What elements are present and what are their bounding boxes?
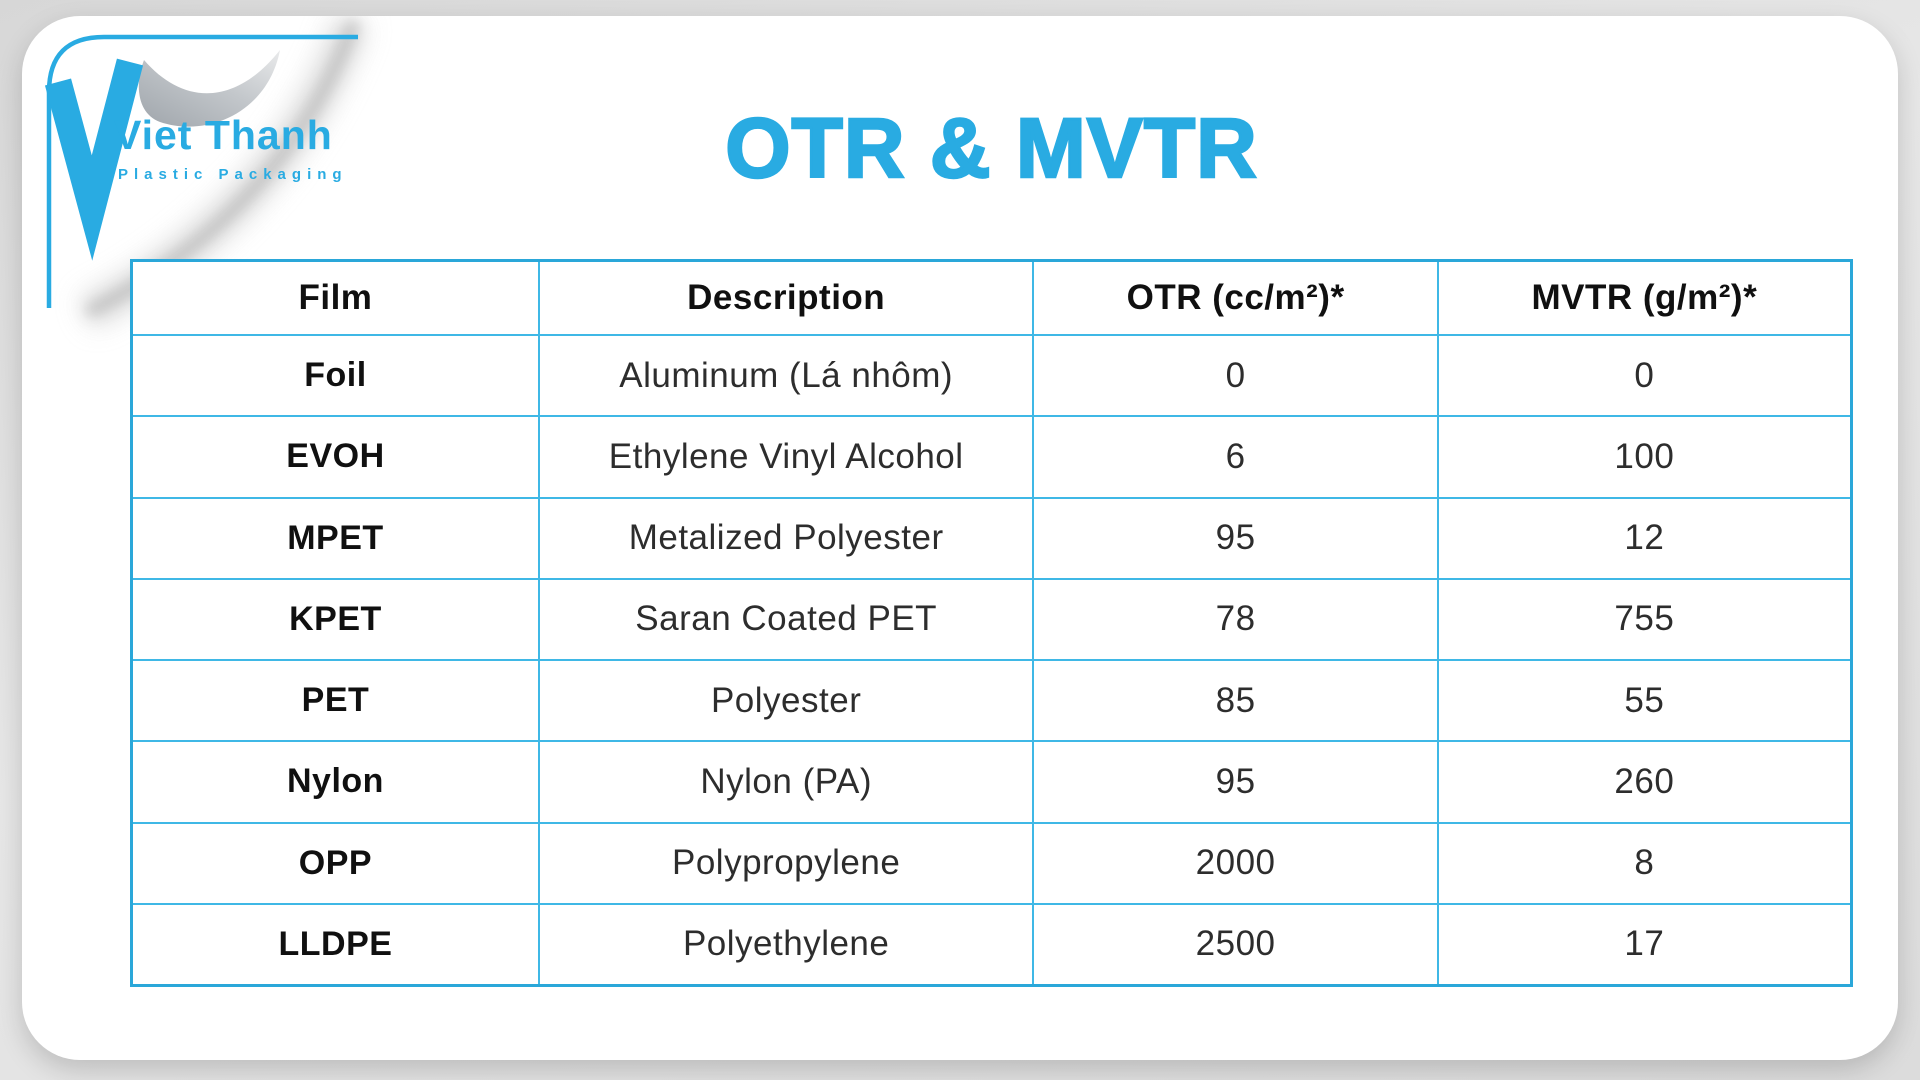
cell-film: Foil xyxy=(133,336,540,416)
cell-otr-value: 95 xyxy=(1034,742,1439,822)
column-header-description: Description xyxy=(540,262,1035,334)
cell-mvtr-value: 55 xyxy=(1624,680,1665,720)
table-row: PET Polyester 85 55 xyxy=(133,661,1850,743)
cell-mvtr-value: 17 xyxy=(1624,924,1665,964)
cell-otr-value: 78 xyxy=(1034,579,1439,659)
table-body: Foil Aluminum (Lá nhôm) 0 0 EVOH Ethylen… xyxy=(133,336,1850,984)
cell-otr-value: 0 xyxy=(1034,336,1439,416)
table-row: MPET Metalized Polyester 95 12 xyxy=(133,498,1850,580)
table-header-row: Film Description OTR (cc/m²)* MVTR (g/m²… xyxy=(133,262,1850,336)
table-row: KPET Saran Coated PET 78 755 xyxy=(133,579,1850,661)
cell-film: KPET xyxy=(133,579,540,659)
cell-description: Polyethylene xyxy=(540,904,1035,984)
table-row: LLDPE Polyethylene 2500 17 xyxy=(133,904,1850,984)
page-title: OTR & MVTR xyxy=(724,101,1258,195)
cell-description: Metalized Polyester xyxy=(540,498,1035,578)
cell-description: Polyester xyxy=(540,661,1035,741)
cell-film: OPP xyxy=(133,823,540,903)
cell-otr-value: 2500 xyxy=(1034,904,1439,984)
cell-mvtr-value: 8 xyxy=(1634,843,1655,883)
cell-mvtr-value: 260 xyxy=(1614,761,1675,801)
cell-film: MPET xyxy=(133,498,540,578)
column-header-mvtr: MVTR (g/m²)* xyxy=(1531,278,1758,317)
table-row: EVOH Ethylene Vinyl Alcohol 6 100 xyxy=(133,417,1850,499)
column-header-film: Film xyxy=(133,262,540,334)
cell-film: PET xyxy=(133,661,540,741)
logo-tagline: Plastic Packaging xyxy=(118,166,348,183)
cell-mvtr-value: 12 xyxy=(1624,518,1665,558)
column-header-otr: OTR (cc/m²)* xyxy=(1034,262,1439,334)
logo-name: Viet Thanh xyxy=(114,112,333,158)
cell-film: Nylon xyxy=(133,742,540,822)
cell-description: Ethylene Vinyl Alcohol xyxy=(540,417,1035,497)
cell-otr-value: 6 xyxy=(1034,417,1439,497)
cell-otr-value: 85 xyxy=(1034,661,1439,741)
cell-mvtr-value: 0 xyxy=(1634,355,1655,395)
table-row: Nylon Nylon (PA) 95 260 xyxy=(133,742,1850,824)
cell-description: Saran Coated PET xyxy=(540,579,1035,659)
cell-description: Nylon (PA) xyxy=(540,742,1035,822)
cell-otr-value: 2000 xyxy=(1034,823,1439,903)
cell-mvtr-value: 100 xyxy=(1614,436,1675,476)
cell-film: LLDPE xyxy=(133,904,540,984)
otr-mvtr-table: Film Description OTR (cc/m²)* MVTR (g/m²… xyxy=(130,259,1853,987)
table-row: Foil Aluminum (Lá nhôm) 0 0 xyxy=(133,336,1850,418)
cell-film: EVOH xyxy=(133,417,540,497)
content-card: Viet Thanh Plastic Packaging OTR & MVTR … xyxy=(22,16,1898,1060)
cell-mvtr-value: 755 xyxy=(1614,599,1675,639)
cell-description: Polypropylene xyxy=(540,823,1035,903)
cell-description: Aluminum (Lá nhôm) xyxy=(540,336,1035,416)
table-row: OPP Polypropylene 2000 8 xyxy=(133,823,1850,905)
cell-otr-value: 95 xyxy=(1034,498,1439,578)
